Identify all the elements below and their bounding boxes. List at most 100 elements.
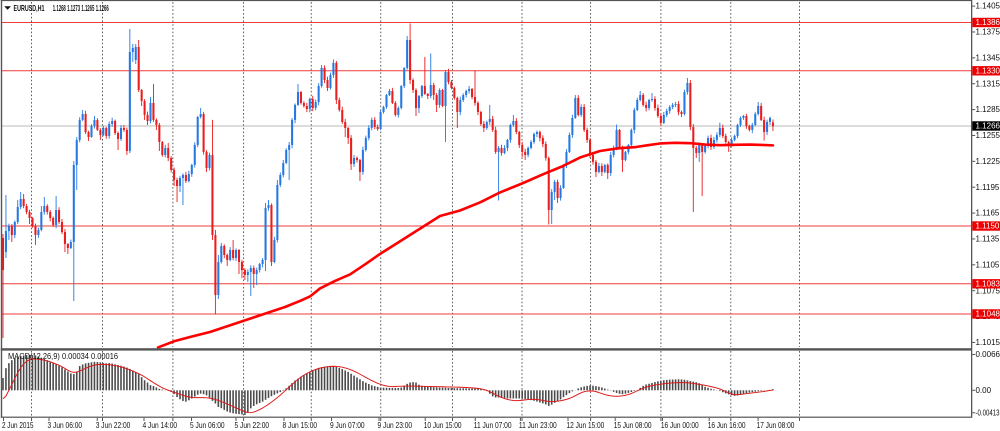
candle-body — [521, 144, 524, 152]
candle-body — [465, 90, 468, 96]
candle-body — [164, 147, 167, 155]
candle-body — [311, 98, 314, 108]
candle-body — [633, 109, 636, 130]
candle-body — [444, 71, 447, 106]
candle-body — [199, 113, 202, 118]
candle-body — [742, 115, 745, 118]
candle-body — [261, 259, 264, 264]
candle-body — [152, 102, 155, 120]
candle-body — [751, 124, 754, 130]
candle-body — [326, 80, 329, 88]
candle-body — [414, 90, 418, 108]
candle-body — [583, 107, 586, 130]
candle-body — [7, 226, 10, 232]
frame-bottom — [0, 416, 972, 418]
candle-body — [541, 137, 544, 144]
candle-body — [766, 122, 769, 133]
candle-body — [60, 221, 64, 232]
time-tick-label: 15 Jun 08:00 — [614, 421, 652, 430]
candle-body — [128, 51, 131, 151]
frame-left — [0, 0, 3, 418]
candle-body — [99, 129, 102, 135]
candle-body — [594, 161, 597, 172]
frame-top — [0, 0, 972, 2]
candle-body — [559, 187, 562, 198]
candle-body — [302, 102, 305, 106]
candle-body — [4, 231, 7, 252]
chart-title-symbol: EURUSD,H1 — [14, 4, 45, 13]
candle-body — [435, 95, 438, 105]
candle-body — [503, 147, 506, 153]
candle-body — [90, 125, 93, 138]
time-tick-label: 5 Jun 22:00 — [235, 421, 270, 430]
time-tick-label: 9 Jun 07:00 — [330, 421, 365, 430]
candle-body — [296, 91, 300, 105]
candle-body — [547, 157, 550, 210]
symbol-dropdown-icon[interactable] — [4, 6, 11, 10]
grid-layer — [31, 2, 800, 417]
candle-body — [689, 82, 692, 128]
candle-body — [10, 226, 13, 235]
candle-body — [102, 127, 105, 135]
candle-body — [252, 268, 255, 274]
candle-body — [656, 107, 659, 116]
candle-body — [606, 164, 609, 173]
price-badge-label: 1.1266 — [976, 122, 1000, 131]
candle-body — [391, 90, 394, 103]
candle-body — [429, 85, 432, 96]
candle-body — [240, 261, 243, 270]
candle-body — [317, 85, 320, 102]
time-tick-label: 9 Jun 23:00 — [378, 421, 413, 430]
candle-body — [364, 137, 367, 150]
candle-body — [181, 174, 184, 178]
macd-signal-line — [2, 358, 773, 414]
price-tick-label: 1.1225 — [976, 157, 1000, 166]
level-price-badge — [972, 17, 1000, 28]
candle-body — [355, 157, 359, 160]
candle-body — [78, 119, 81, 140]
candle-body — [406, 39, 409, 68]
price-tick-label: 1.1195 — [976, 183, 1000, 192]
candle-body — [468, 88, 471, 91]
candle-body — [114, 120, 117, 133]
level-price-badge — [972, 221, 1000, 231]
candle-body — [155, 119, 158, 125]
candle-body — [653, 98, 656, 108]
candle-body — [329, 75, 332, 88]
candle-body — [341, 109, 344, 123]
price-badge-label: 1.1083 — [976, 279, 1000, 288]
candle-body — [530, 142, 533, 148]
candle-body — [34, 226, 37, 235]
candle-body — [323, 67, 326, 81]
candle-body — [52, 217, 55, 225]
candle-body — [665, 110, 668, 115]
candle-body — [686, 82, 689, 92]
candle-body — [577, 97, 580, 115]
candle-body — [137, 46, 140, 91]
candle-body — [639, 95, 642, 101]
candle-body — [532, 133, 536, 143]
price-tick-label: 1.1075 — [976, 286, 1000, 295]
macd-indicator-layer — [2, 354, 774, 415]
candle-body — [650, 98, 654, 101]
candle-body — [544, 143, 547, 158]
candle-body — [320, 67, 323, 86]
candle-body — [497, 147, 500, 152]
candle-body — [645, 104, 648, 108]
price-badge-label: 1.1330 — [976, 66, 1000, 75]
panel-separator — [0, 348, 972, 351]
time-tick-label: 16 Jun 16:00 — [708, 421, 746, 430]
candle-body — [707, 137, 710, 146]
candle-body — [668, 107, 671, 111]
candle-body — [479, 112, 482, 124]
candle-body — [512, 120, 515, 125]
candle-body — [146, 114, 149, 121]
candle-body — [367, 127, 370, 138]
candle-body — [347, 127, 350, 138]
candle-body — [515, 120, 518, 133]
candle-body — [485, 122, 488, 128]
candle-body — [276, 184, 279, 240]
candle-body — [308, 98, 311, 109]
candle-body — [305, 105, 308, 109]
